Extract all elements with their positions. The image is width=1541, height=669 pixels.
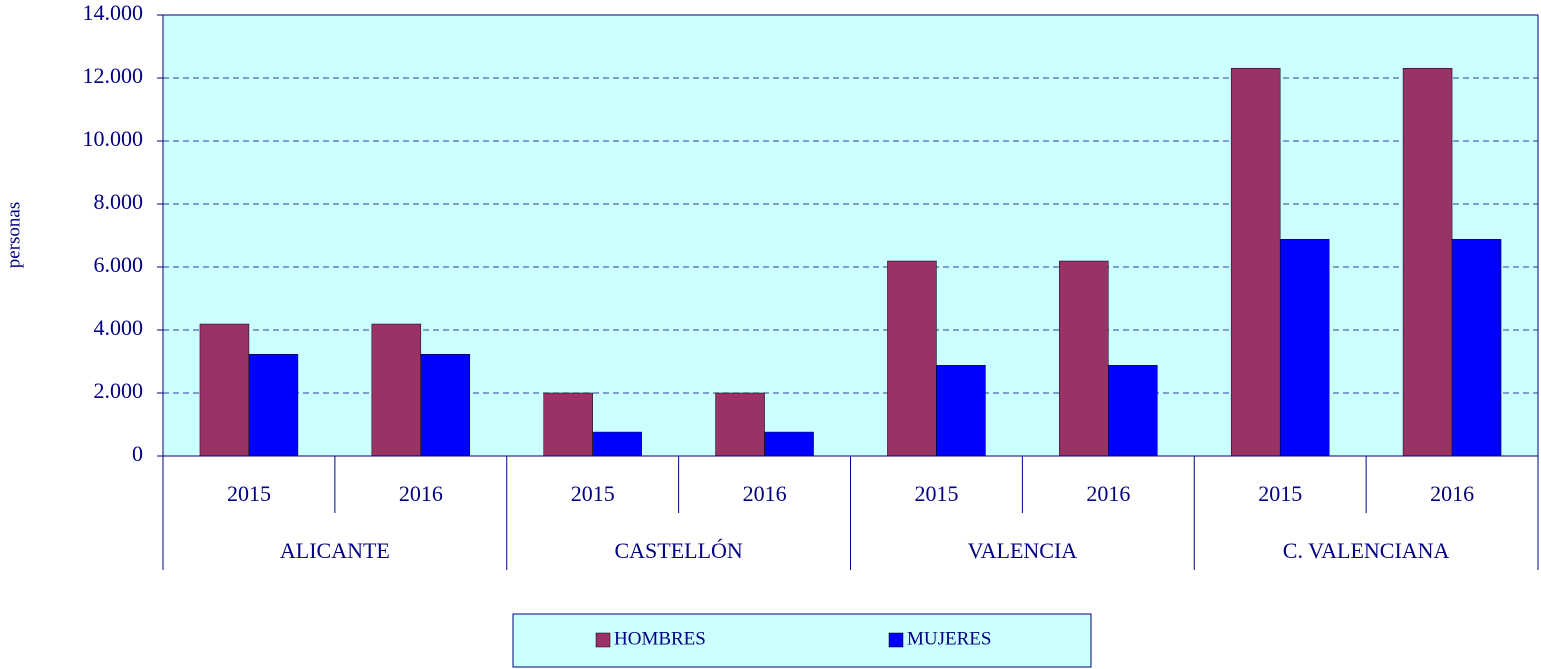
x-tick-label: 2016	[399, 481, 443, 506]
y-tick-label: 0	[132, 441, 143, 466]
bar	[420, 354, 471, 457]
bar	[887, 260, 937, 457]
bar	[715, 392, 765, 457]
bar	[199, 323, 250, 457]
x-tick-label: 2015	[227, 481, 271, 506]
bar	[1451, 239, 1502, 457]
x-tick-label: 2016	[1430, 481, 1474, 506]
group-label: VALENCIA	[968, 538, 1078, 563]
y-tick-label: 14.000	[83, 0, 144, 25]
bar	[248, 354, 299, 457]
bar	[1108, 365, 1158, 457]
plot-area	[162, 14, 1539, 457]
bar	[1402, 67, 1453, 457]
group-label: C. VALENCIANA	[1283, 538, 1450, 563]
group-label: CASTELLÓN	[614, 538, 742, 563]
group-label: ALICANTE	[280, 538, 390, 563]
x-tick-label: 2016	[743, 481, 787, 506]
bar	[1279, 239, 1330, 457]
legend-swatch	[595, 632, 611, 648]
y-axis-label: personas	[3, 202, 24, 268]
bar	[1059, 260, 1109, 457]
y-tick-label: 4.000	[94, 315, 144, 340]
bar	[592, 431, 642, 457]
y-tick-label: 12.000	[83, 63, 144, 88]
y-tick-label: 10.000	[83, 126, 144, 151]
x-tick-label: 2015	[571, 481, 615, 506]
bar	[543, 392, 593, 457]
bar	[764, 431, 814, 457]
bar	[936, 365, 986, 457]
x-tick-label: 2015	[1258, 481, 1302, 506]
y-tick-label: 2.000	[94, 378, 144, 403]
x-tick-label: 2015	[914, 481, 958, 506]
legend-label: MUJERES	[907, 628, 991, 649]
y-tick-label: 8.000	[94, 189, 144, 214]
y-tick-label: 6.000	[94, 252, 144, 277]
bar	[1230, 67, 1281, 457]
legend-label: HOMBRES	[614, 628, 706, 649]
bar	[371, 323, 422, 457]
x-tick-label: 2016	[1086, 481, 1130, 506]
legend-swatch	[888, 632, 904, 648]
